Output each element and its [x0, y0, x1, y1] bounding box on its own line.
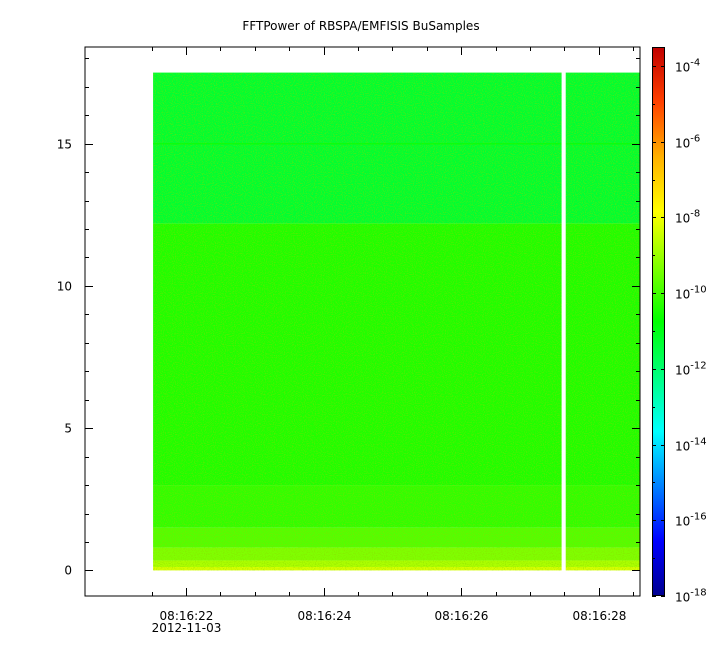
colorbar-tick-label: 10-10	[675, 285, 707, 302]
y-tick-label: 10	[57, 280, 72, 294]
x-tick-label: 08:16:26	[435, 609, 489, 623]
spectrogram-noise	[153, 72, 640, 571]
colorbar-tick-label: 10-12	[675, 361, 707, 378]
y-tick-label: 15	[57, 138, 72, 152]
colorbar: 10-4 10-6 10-8 10-10 10-12 10-14 10-16 10-18	[652, 47, 707, 605]
x-tick-label: 08:16:22	[160, 609, 214, 623]
plot-frame	[84, 46, 641, 597]
colorbar-tick-label: 10-14	[675, 437, 707, 454]
y-tick-label: 0	[64, 564, 72, 578]
x-tick-label: 08:16:28	[573, 609, 627, 623]
colorbar-tick-label: 10-18	[675, 588, 707, 605]
colorbar-tick-label: 10-8	[675, 209, 700, 226]
chart-title: FFTPower of RBSPA/EMFISIS BuSamples	[242, 19, 479, 33]
data-gap	[561, 71, 566, 572]
plot-area	[85, 47, 640, 596]
spectrogram-data	[153, 71, 640, 572]
x-tick-label: 08:16:24	[298, 609, 352, 623]
x-tick-sublabel: 2012-11-03	[152, 621, 222, 635]
y-tick-label: 5	[64, 422, 72, 436]
colorbar-tick-label: 10-6	[675, 134, 700, 151]
colorbar-fill	[652, 47, 665, 596]
colorbar-frame	[652, 47, 665, 596]
colorbar-tick-label: 10-4	[675, 58, 700, 75]
colorbar-tick-label: 10-16	[675, 512, 707, 529]
